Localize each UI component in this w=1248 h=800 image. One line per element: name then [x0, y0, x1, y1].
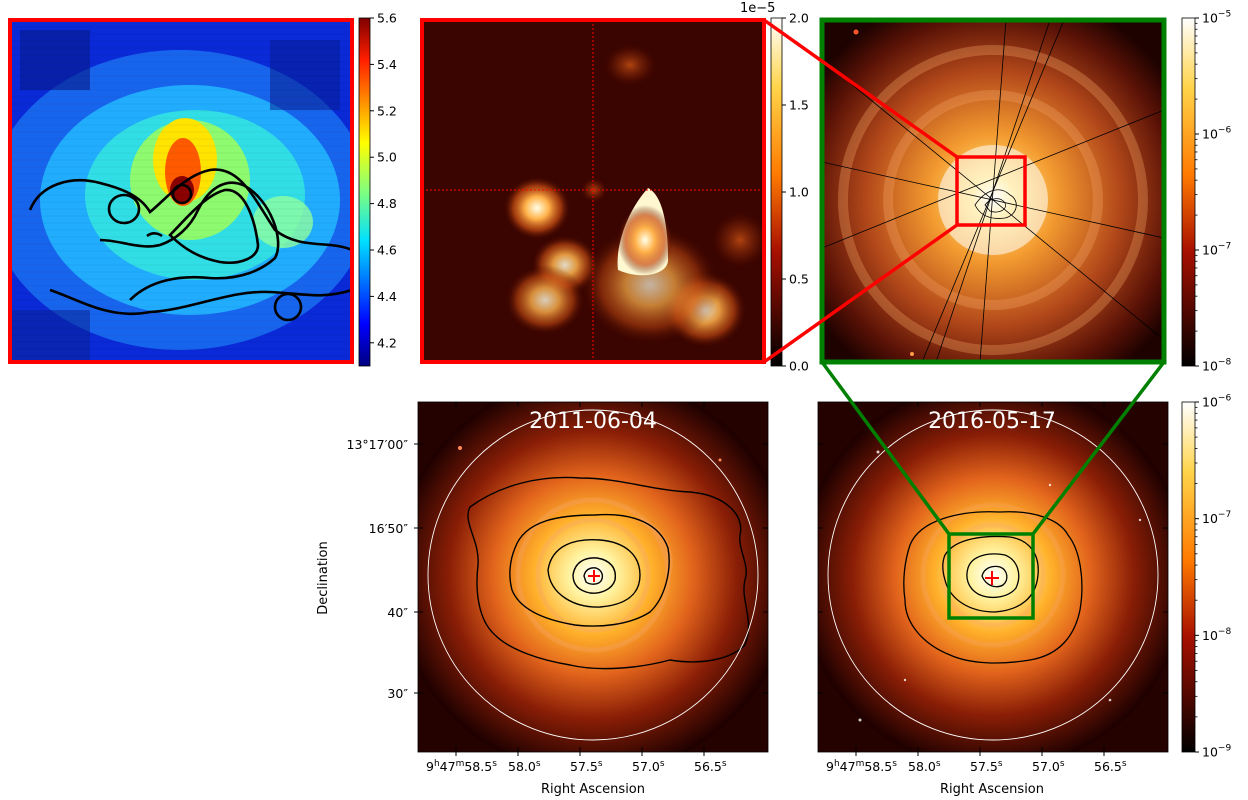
colorbar-tick-label: 10−5 [1202, 10, 1231, 26]
zoom-2016-frame [819, 17, 1167, 365]
epoch-2016-title: 2016-05-17 [928, 409, 1056, 434]
velocity-zoom-frame [8, 18, 354, 364]
red-connector-upper [762, 18, 959, 159]
pixel-texture [10, 26, 352, 357]
x-tick-label: 57.5s [970, 759, 1003, 774]
colorbar-tick-label: 10−6 [1202, 126, 1231, 142]
colorbar-tick-label: 4.4 [377, 289, 397, 304]
model-zoom-frame [420, 18, 766, 364]
epoch-2016-frame [817, 401, 1169, 753]
green-connector-left [820, 360, 951, 536]
zoom-2016-colorbar [1182, 18, 1195, 366]
colorbar-tick-label: 5.4 [377, 57, 397, 72]
zoom-2016-colorbar-ticks: 10−8 10−7 10−6 10−5 [1195, 10, 1231, 374]
epoch-2016-image [818, 402, 1168, 752]
epoch-colorbar-ticks: 10−9 10−8 10−7 10−6 [1195, 394, 1231, 760]
contours-2016 [903, 511, 1083, 664]
y-axis-label: Declination [316, 541, 331, 615]
epoch-2011-image [418, 402, 768, 752]
x-tick-label: 57.0s [1032, 759, 1065, 774]
y-tick-label: 30″ [387, 686, 408, 701]
epoch-2016-axis-ticks [818, 402, 1168, 756]
colorbar-tick-label: 4.8 [377, 196, 397, 211]
velocity-zoom-panel [10, 20, 352, 362]
x-axis-label-2016: Right Ascension [940, 782, 1044, 797]
diffraction-spikes [822, 20, 1164, 362]
epoch-2016-zoom-box [947, 532, 1035, 620]
model-colorbar-offset: 1e−5 [740, 1, 775, 16]
x-tick-label: 57.0s [632, 759, 665, 774]
x-tick-label: 58.0s [908, 759, 941, 774]
colorbar-tick-label: 5.2 [377, 103, 397, 118]
colorbar-tick-label: 10−9 [1202, 744, 1231, 760]
x-axis-label-2011: Right Ascension [541, 782, 645, 797]
colorbar-tick-label: 10−8 [1202, 627, 1231, 643]
x-tick-label: 56.5s [1094, 759, 1127, 774]
colorbar-tick-label: 10−8 [1202, 358, 1231, 374]
colorbar-tick-label: 10−6 [1202, 394, 1231, 410]
zoom-2016-inner-box [955, 155, 1027, 227]
colorbar-tick-label: 1.5 [789, 98, 809, 113]
colorbar-tick-label: 5.0 [377, 150, 397, 165]
y-tick-label: 16′50″ [369, 521, 409, 536]
colorbar-tick-label: 0.5 [789, 272, 809, 287]
zoom-2016-panel [822, 20, 1164, 362]
colorbar-tick-label: 4.6 [377, 243, 397, 258]
colorbar-tick-label: 2.0 [789, 11, 809, 26]
velocity-colorbar [359, 18, 370, 366]
contours-2011 [467, 476, 750, 670]
colorbar-tick-label: 10−7 [1202, 242, 1231, 258]
velocity-contours [28, 168, 352, 322]
red-connector-lower [762, 223, 959, 364]
x-tick-label-first: 9h47m58.5s [826, 759, 897, 774]
colorbar-tick-label: 1.0 [789, 185, 809, 200]
epoch-2011-axis-ticks [414, 402, 768, 756]
y-tick-label: 13°17′00″ [347, 437, 409, 452]
colorbar-tick-label: 4.2 [377, 335, 397, 350]
epoch-colorbar [1182, 402, 1195, 752]
x-tick-label: 56.5s [694, 759, 727, 774]
colorbar-tick-label: 5.6 [377, 11, 397, 26]
colorbar-tick-label: 0.0 [789, 359, 809, 374]
x-tick-label: 57.5s [570, 759, 603, 774]
y-tick-label: 40″ [387, 605, 408, 620]
model-zoom-panel [422, 20, 764, 362]
colorbar-tick-label: 10−7 [1202, 510, 1231, 526]
velocity-colorbar-ticks: 4.2 4.4 4.6 4.8 5.0 5.2 5.4 5.6 [370, 11, 397, 350]
x-tick-label-first: 9h47m58.5s [426, 759, 497, 774]
x-tick-label: 58.0s [508, 759, 541, 774]
model-colorbar-ticks: 0.0 0.5 1.0 1.5 2.0 [782, 11, 809, 374]
green-connector-right [1031, 360, 1166, 536]
model-colorbar [771, 18, 782, 366]
epoch-2011-title: 2011-06-04 [529, 409, 657, 434]
epoch-2011-frame [417, 401, 769, 753]
